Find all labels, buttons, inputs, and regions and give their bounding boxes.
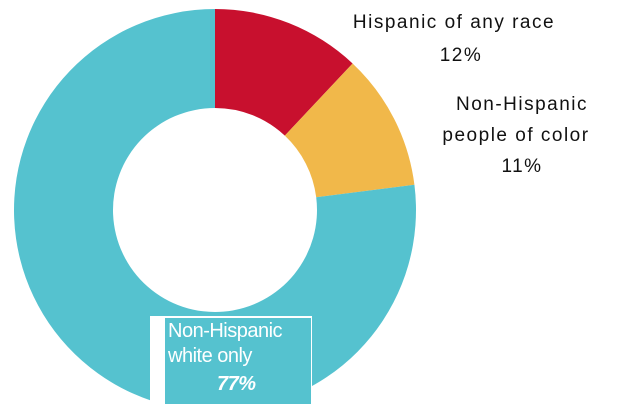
label-white-name-line1: Non-Hispanic	[168, 320, 283, 342]
slice-non-hispanic-white	[14, 9, 416, 404]
label-white-value: 77%	[217, 373, 256, 395]
label-hispanic-value: 12%	[440, 45, 483, 66]
slice-hispanic	[215, 9, 353, 136]
label-poc-name-line2: people of color	[442, 125, 589, 146]
label-hispanic-name: Hispanic of any race	[353, 12, 555, 33]
white-only-label-fill	[165, 318, 311, 404]
label-poc-value: 11%	[501, 156, 542, 177]
donut-slices	[14, 9, 416, 404]
label-poc-name-line1: Non-Hispanic	[456, 94, 588, 115]
slice-non-hispanic-poc	[284, 63, 415, 198]
label-white-name-line2: white only	[167, 345, 252, 367]
